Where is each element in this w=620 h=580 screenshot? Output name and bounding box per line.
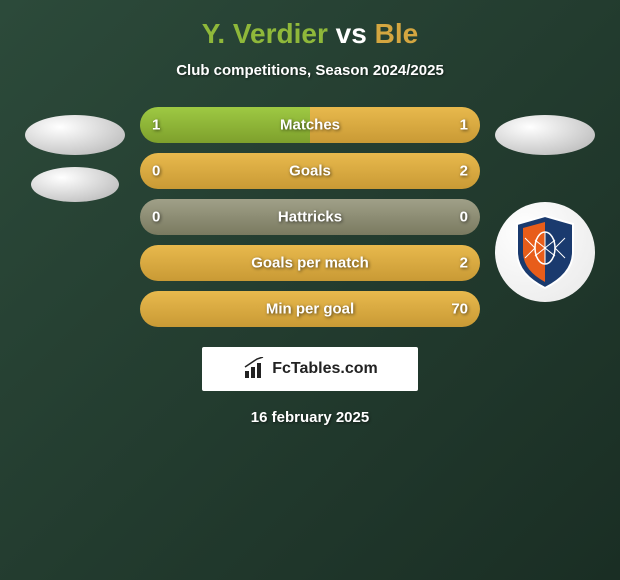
comparison-title: Y. Verdier vs Ble <box>0 18 620 50</box>
stat-right-value: 1 <box>460 117 468 134</box>
stat-right-value: 2 <box>460 255 468 272</box>
stat-left-value: 1 <box>152 117 160 134</box>
right-avatar-column <box>495 107 595 302</box>
stat-label: Goals per match <box>251 255 369 272</box>
stat-label: Matches <box>280 117 340 134</box>
stat-label: Min per goal <box>266 301 354 318</box>
stat-row: 2 Goals per match <box>140 245 480 281</box>
vs-text: vs <box>336 18 367 49</box>
stat-row: 1 1 Matches <box>140 107 480 143</box>
player2-name: Ble <box>375 18 419 49</box>
stat-label: Hattricks <box>278 209 342 226</box>
shield-icon <box>513 214 577 290</box>
stat-right-value: 2 <box>460 163 468 180</box>
chart-icon <box>242 357 266 381</box>
player1-club-placeholder <box>31 167 119 202</box>
stat-left-value: 0 <box>152 209 160 226</box>
stat-row: 70 Min per goal <box>140 291 480 327</box>
brand-badge[interactable]: FcTables.com <box>202 347 418 391</box>
stats-container: 1 1 Matches 0 2 Goals 0 0 Hattricks 2 Goals per ma… <box>0 107 620 327</box>
subtitle: Club competitions, Season 2024/2025 <box>0 62 620 79</box>
stat-left-value: 0 <box>152 163 160 180</box>
left-avatar-column <box>25 107 125 202</box>
player2-club-badge <box>495 202 595 302</box>
date-text: 16 february 2025 <box>0 409 620 426</box>
stat-right-value: 0 <box>460 209 468 226</box>
stats-bars: 1 1 Matches 0 2 Goals 0 0 Hattricks 2 Goals per ma… <box>140 107 480 327</box>
stat-right-value: 70 <box>451 301 468 318</box>
brand-text: FcTables.com <box>272 360 378 378</box>
stat-label: Goals <box>289 163 331 180</box>
stat-row: 0 0 Hattricks <box>140 199 480 235</box>
player2-avatar <box>495 115 595 155</box>
player1-avatar <box>25 115 125 155</box>
stat-row: 0 2 Goals <box>140 153 480 189</box>
player1-name: Y. Verdier <box>202 18 328 49</box>
